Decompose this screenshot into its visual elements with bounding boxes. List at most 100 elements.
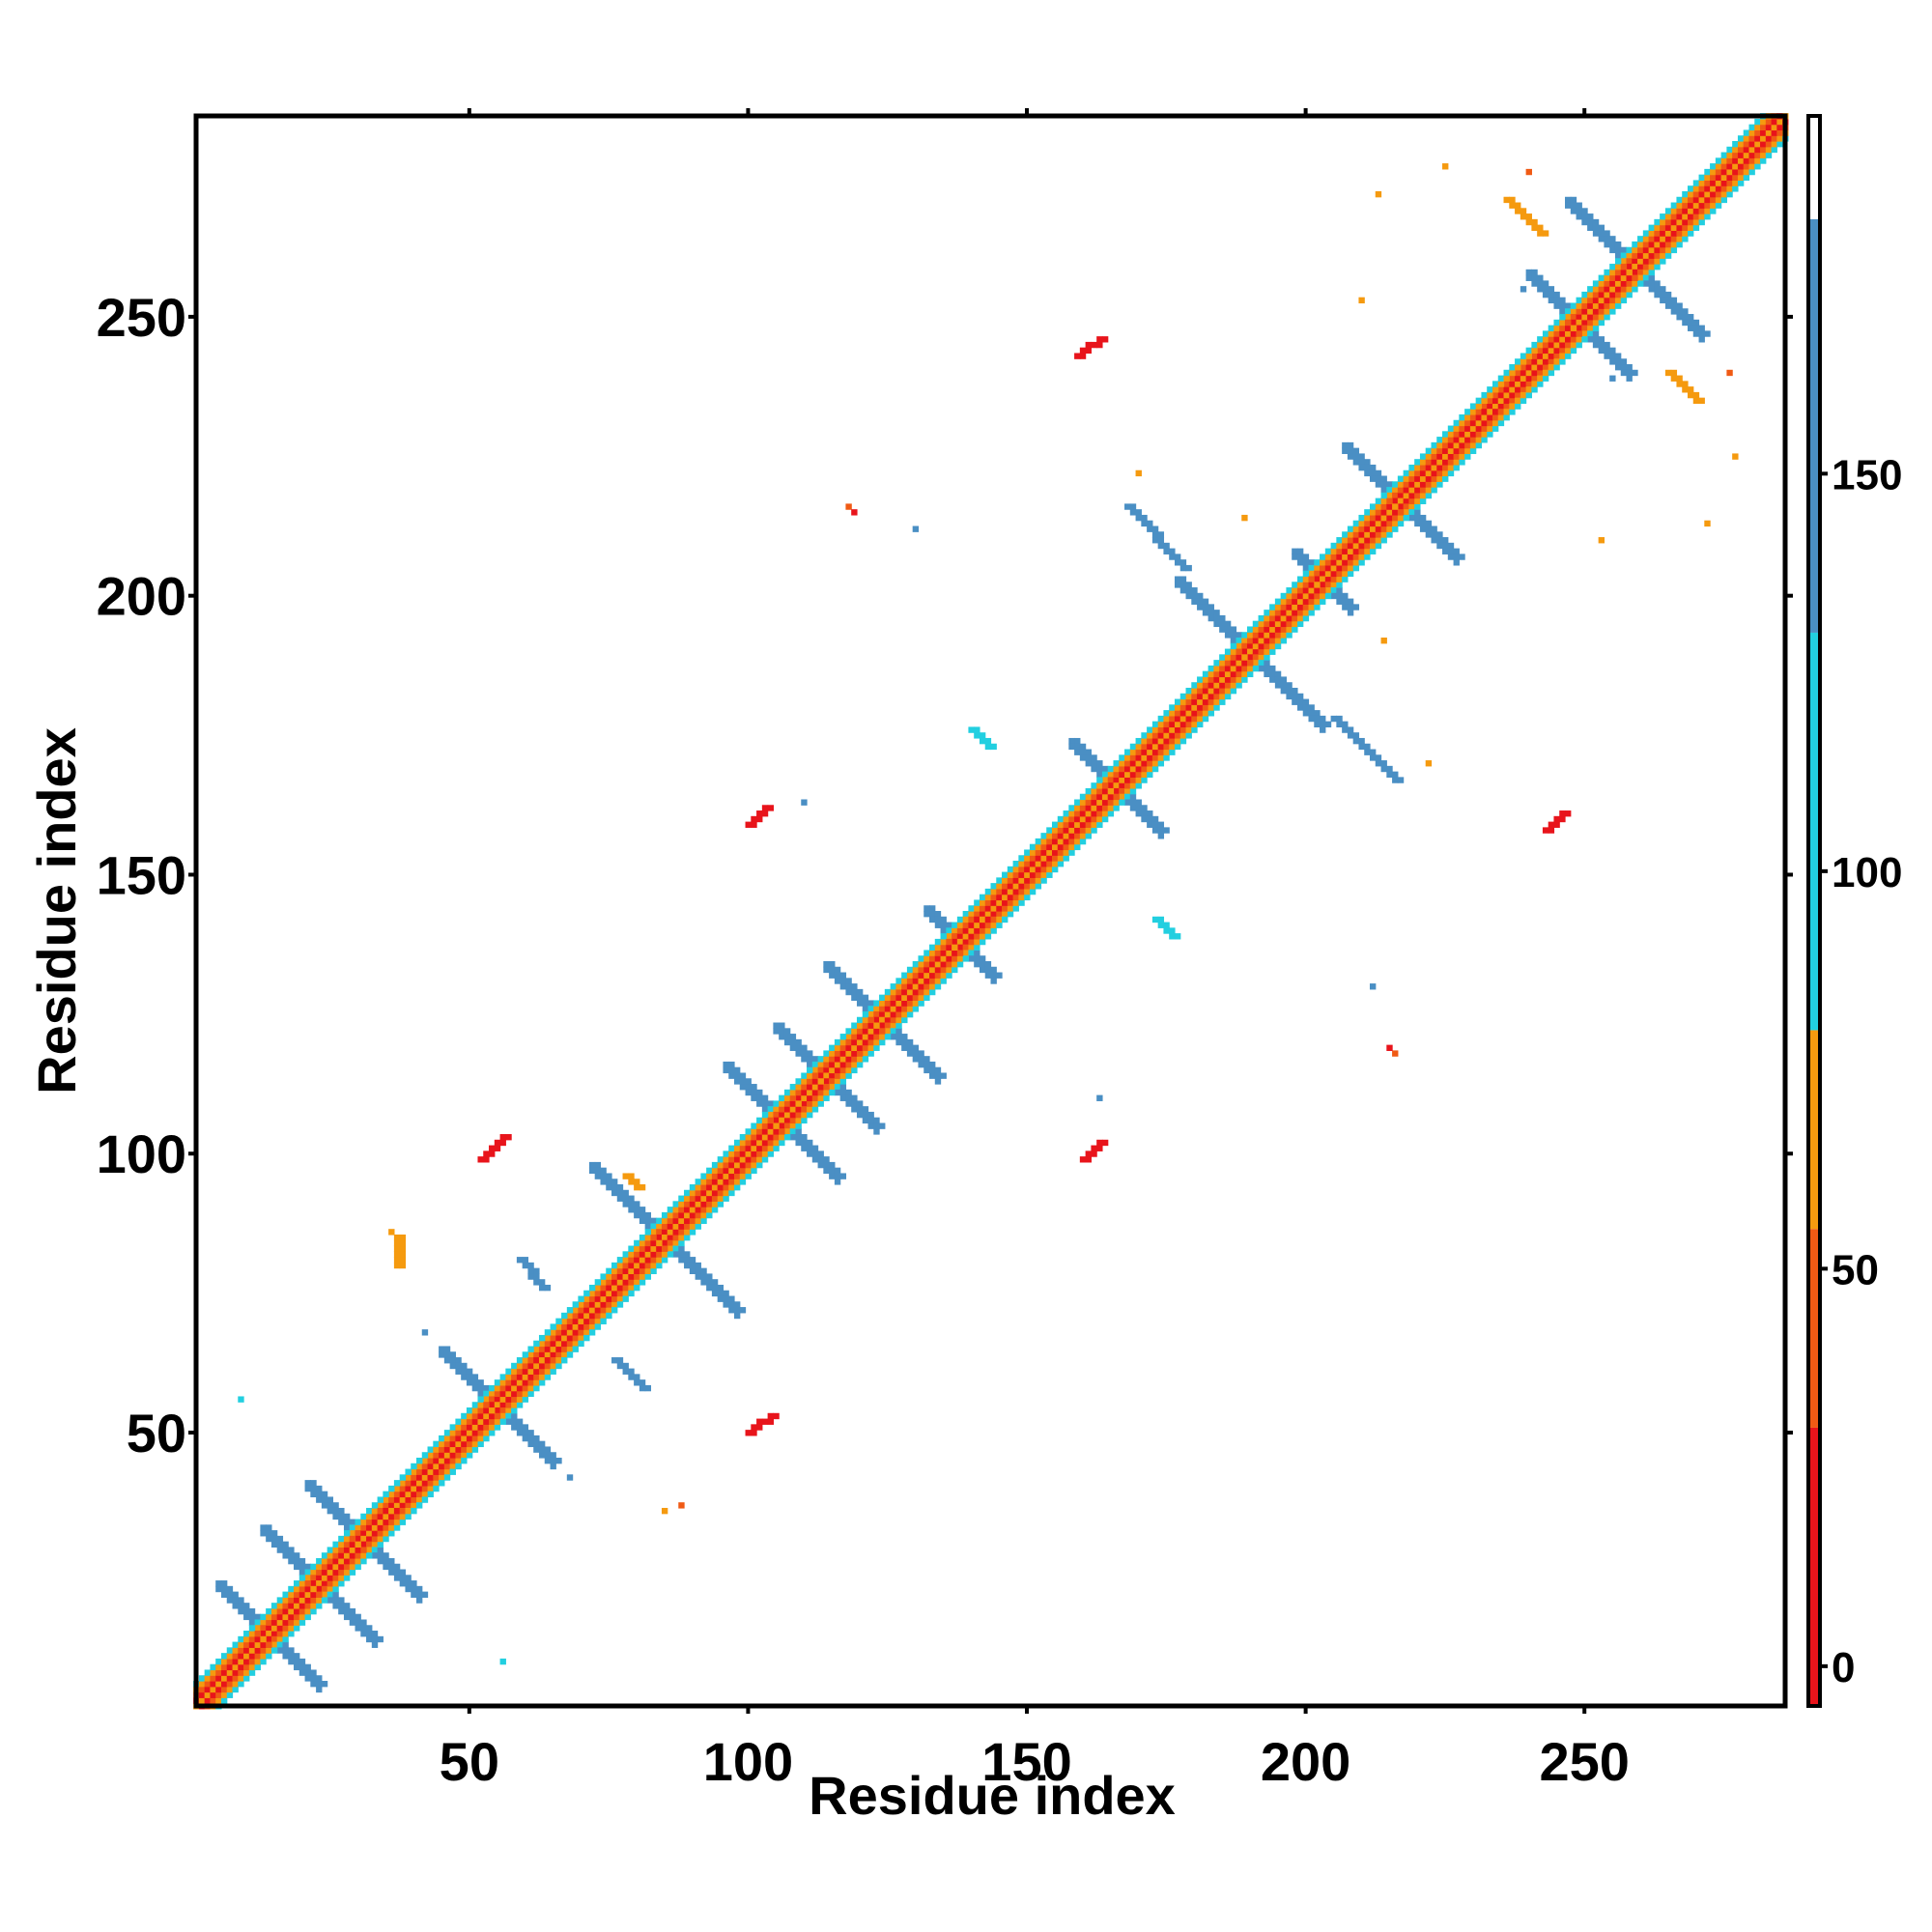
heatmap-cell [583,1301,590,1308]
heatmap-cell [1492,403,1499,410]
heatmap-cell [1581,314,1588,321]
heatmap-cell [901,978,908,984]
heatmap-cell [1024,871,1031,878]
heatmap-cell [1101,793,1109,801]
heatmap-cell [984,966,992,974]
heatmap-cell [1598,230,1605,237]
heatmap-cell [232,1597,239,1604]
heatmap-cell [310,1575,317,1581]
heatmap-cell [901,1010,908,1018]
heatmap-cell [974,955,980,962]
heatmap-cell [1024,861,1031,867]
heatmap-cell [962,916,970,923]
heatmap-cell [829,1056,836,1063]
heatmap-cell [862,1111,869,1119]
heatmap-cell [650,1251,657,1258]
heatmap-cell [1191,721,1198,728]
heatmap-cell [1157,916,1165,923]
heatmap-cell [1614,364,1622,371]
heatmap-cell [956,927,964,934]
heatmap-cell [1236,638,1242,644]
heatmap-cell [1632,258,1638,265]
heatmap-cell [566,1307,574,1314]
heatmap-cell [533,1435,540,1442]
heatmap-cell [1113,765,1120,773]
heatmap-cell [248,1635,256,1643]
heatmap-cell [611,1262,618,1269]
heatmap-cell [1660,297,1666,304]
heatmap-cell [756,810,763,817]
heatmap-cell [1642,252,1650,259]
heatmap-cell [310,1607,317,1615]
heatmap-cell [1715,180,1722,186]
heatmap-cell [1119,782,1125,789]
heatmap-cell [1012,888,1019,895]
heatmap-cell [1079,799,1087,806]
heatmap-cell [471,1418,479,1425]
heatmap-cell [1274,632,1282,639]
heatmap-cell [1096,787,1103,795]
heatmap-cell [1453,559,1460,566]
heatmap-cell [1664,297,1672,304]
heatmap-cell [522,1262,529,1269]
heatmap-cell [1604,241,1610,248]
heatmap-cell [1091,787,1097,795]
heatmap-cell [332,1591,339,1598]
heatmap-cell [1626,364,1633,371]
heatmap-cell [779,1028,785,1035]
heatmap-cell [405,1496,412,1503]
heatmap-cell [1469,441,1477,449]
heatmap-cell [1358,537,1365,544]
heatmap-cell [634,1284,640,1292]
heatmap-cell [1687,208,1694,214]
heatmap-cell [1743,140,1750,148]
heatmap-cell [1542,341,1549,349]
heatmap-cell [1710,202,1717,209]
heatmap-cell [873,1028,880,1035]
heatmap-cell [455,1446,462,1453]
heatmap-cell [220,1585,228,1593]
heatmap-cell [1542,291,1549,298]
heatmap-cell [371,1519,379,1525]
heatmap-cell [1592,224,1600,231]
heatmap-cell [499,1384,506,1392]
heatmap-cell [226,1675,234,1682]
heatmap-cell [1710,163,1717,170]
heatmap-cell [895,1006,902,1012]
heatmap-cell [310,1597,317,1604]
heatmap-cell [1414,469,1421,477]
heatmap-cell [628,1201,635,1208]
heatmap-cell [1537,224,1544,231]
heatmap-cell [1614,252,1622,259]
heatmap-cell [890,983,896,990]
heatmap-cell [1135,777,1142,783]
heatmap-cell [1548,336,1555,343]
y-tick-label: 250 [97,287,186,348]
heatmap-cell [1197,598,1204,605]
heatmap-cell [383,1524,389,1531]
y-tick-label: 100 [97,1123,186,1184]
heatmap-cell [801,1100,808,1107]
heatmap-cell [594,1301,602,1308]
heatmap-cell [979,905,986,912]
heatmap-cell [1141,760,1148,767]
heatmap-cell [756,1100,763,1107]
heatmap-cell [355,1557,361,1565]
heatmap-cell [1119,760,1125,767]
heatmap-cell [321,1502,328,1509]
heatmap-cell [294,1613,300,1621]
heatmap-cell [1548,325,1555,331]
heatmap-cell [1682,319,1689,327]
heatmap-cell [678,1234,685,1241]
heatmap-cell [940,916,947,923]
heatmap-cell [1296,592,1304,600]
heatmap-cell [634,1179,640,1185]
heatmap-cell [946,960,952,968]
heatmap-cell [1320,726,1326,733]
heatmap-cell [1598,302,1605,309]
heatmap-cell [483,1390,490,1398]
heatmap-cell [1286,610,1293,616]
heatmap-cell [1302,554,1310,560]
heatmap-cell [1737,168,1745,176]
heatmap-cell [1213,704,1220,711]
